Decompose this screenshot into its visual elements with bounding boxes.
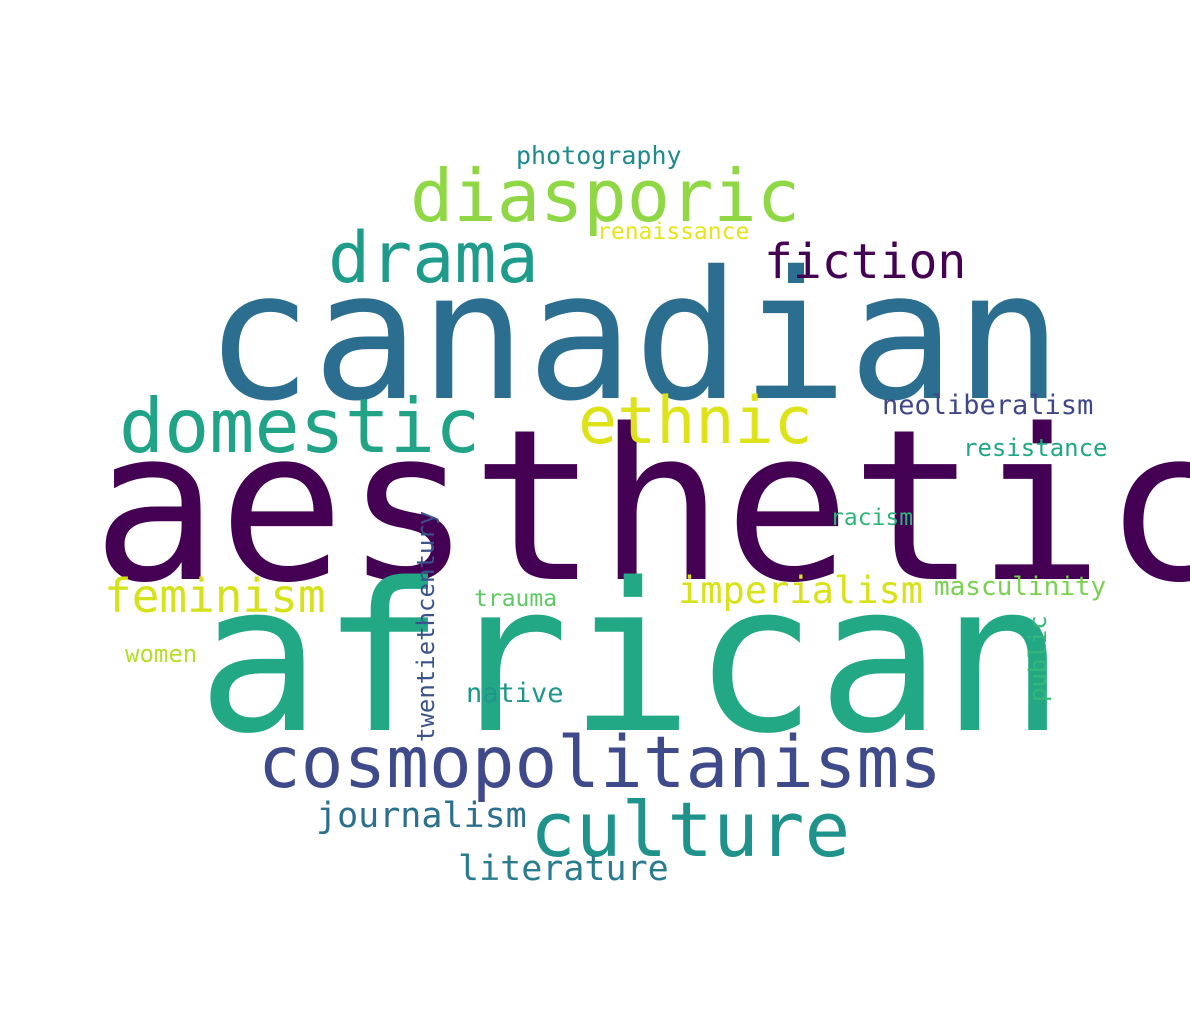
word-aesthetic: aesthetic <box>92 384 1190 629</box>
word-canadian: canadian <box>205 233 1063 440</box>
word-imperialism: imperialism <box>678 569 924 612</box>
word-domestic: domestic <box>119 382 481 470</box>
word-journalism: journalism <box>316 796 527 836</box>
word-women: women <box>125 640 198 668</box>
word-african: african <box>197 539 1066 779</box>
word-ethnic: ethnic <box>578 384 813 459</box>
word-feminism: feminism <box>104 569 326 623</box>
word-neoliberalism: neoliberalism <box>882 390 1094 421</box>
word-cosmopolitanisms: cosmopolitanisms <box>258 721 942 804</box>
word-resistance: resistance <box>963 434 1108 462</box>
word-drama: drama <box>328 217 539 299</box>
word-diasporic: diasporic <box>410 154 801 238</box>
word-photography: photography <box>516 141 682 170</box>
word-trauma: trauma <box>474 586 558 612</box>
word-masculinity: masculinity <box>934 572 1107 602</box>
word-culture: culture <box>530 785 851 874</box>
word-twentiethcentury: twentiethcentury <box>412 510 440 742</box>
word-literature: literature <box>458 849 669 889</box>
word-renaissance: renaissance <box>597 219 750 245</box>
word-racism: racism <box>830 505 914 531</box>
word-native: native <box>466 678 564 709</box>
word-fiction: fiction <box>764 234 967 290</box>
word-public: public <box>1024 615 1052 702</box>
